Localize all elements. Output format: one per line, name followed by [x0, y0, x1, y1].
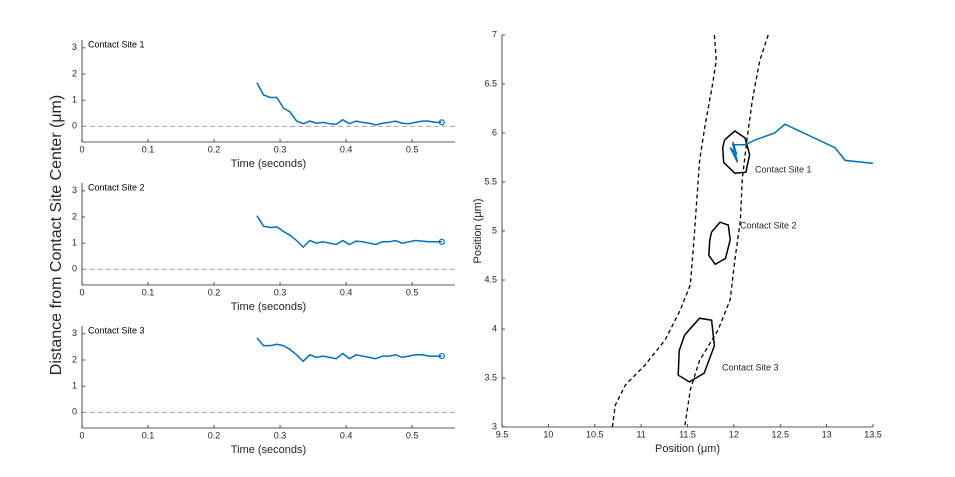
x-tick-label: 0.4: [340, 430, 353, 440]
x-tick-label: 0.4: [340, 287, 353, 297]
y-tick-label: 2: [72, 68, 77, 78]
x-tick-label: 0.4: [340, 144, 353, 154]
panel-title: Contact Site 1: [88, 39, 145, 49]
trace: [708, 221, 731, 266]
x-tick-label: 0.3: [274, 144, 287, 154]
x-tick-label: 0.5: [406, 287, 419, 297]
annotation: Contact Site 2: [740, 220, 797, 230]
y-tick-label: 3: [492, 421, 497, 431]
x-tick-label: 13: [822, 429, 832, 439]
x-tick-label: 0.2: [208, 144, 221, 154]
annotation: Contact Site 3: [722, 362, 779, 372]
end-marker: [438, 238, 445, 245]
x-tick-label: 0.3: [274, 287, 287, 297]
y-tick-label: 2: [72, 354, 77, 364]
x-tick-label: 12.5: [771, 429, 789, 439]
y-tick-label: 1: [72, 95, 77, 105]
y-tick-label: 6: [492, 127, 497, 137]
panel-title: Contact Site 3: [88, 325, 145, 335]
y-tick-label: 3: [72, 328, 77, 338]
x-tick-label: 0: [79, 144, 84, 154]
y-tick-label: 3: [72, 42, 77, 52]
end-marker: [438, 352, 445, 360]
y-tick-label: 2: [72, 211, 77, 221]
panel-title: Contact Site 2: [88, 182, 145, 192]
x-tick-label: 10: [543, 429, 553, 439]
trace: [611, 34, 717, 428]
x-tick-label: 0.2: [208, 430, 221, 440]
annotation: Contact Site 1: [755, 164, 812, 174]
shared-y-label: Distance from Contact Site Center (μm): [48, 95, 65, 375]
x-axis-label: Time (seconds): [231, 301, 306, 313]
x-tick-label: 0.1: [142, 144, 155, 154]
x-tick-label: 0.1: [142, 430, 155, 440]
y-tick-label: 5: [492, 225, 497, 235]
x-tick-label: 12: [729, 429, 739, 439]
x-tick-label: 0.1: [142, 287, 155, 297]
y-tick-label: 1: [72, 381, 77, 391]
x-axis-label: Time (seconds): [231, 444, 306, 456]
end-marker: [438, 119, 445, 126]
y-tick-label: 4.5: [484, 274, 497, 284]
x-tick-label: 11: [636, 429, 645, 439]
trace: [721, 130, 751, 174]
data-line: [256, 82, 442, 126]
x-axis-label: Time (seconds): [231, 158, 306, 170]
y-tick-label: 3.5: [484, 372, 497, 382]
x-tick-label: 0.3: [274, 430, 287, 440]
x-axis-label: Position (μm): [655, 443, 720, 455]
y-axis-label: Position (μm): [472, 198, 484, 263]
y-tick-label: 0: [72, 121, 77, 131]
x-tick-label: 0: [79, 430, 84, 440]
trace: [677, 317, 716, 383]
y-tick-label: 5.5: [484, 176, 497, 186]
y-tick-label: 7: [492, 29, 497, 39]
data-line: [256, 215, 442, 249]
x-tick-label: 0.5: [406, 430, 419, 440]
data-line: [256, 337, 442, 363]
y-tick-label: 0: [72, 264, 77, 274]
x-tick-label: 0.5: [406, 144, 419, 154]
y-tick-label: 0: [72, 407, 77, 417]
y-tick-label: 1: [72, 238, 77, 248]
x-tick-label: 11.5: [679, 429, 696, 439]
x-tick-label: 9.5: [496, 429, 509, 439]
y-tick-label: 6.5: [484, 78, 497, 88]
x-tick-label: 13.5: [864, 429, 882, 439]
y-tick-label: 4: [492, 323, 497, 333]
x-tick-label: 0: [79, 287, 84, 297]
y-tick-label: 3: [72, 185, 77, 195]
x-tick-label: 10.5: [586, 429, 604, 439]
trace: [729, 123, 874, 165]
x-tick-label: 0.2: [208, 287, 221, 297]
